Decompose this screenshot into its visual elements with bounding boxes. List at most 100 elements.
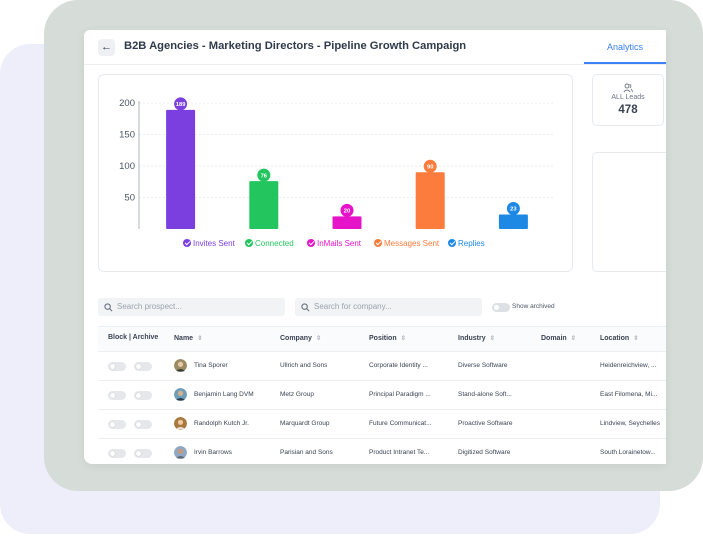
page-title: B2B Agencies - Marketing Directors - Pip… <box>124 40 467 52</box>
legend-item[interactable]: Connected <box>245 239 294 248</box>
y-tick-label: 200 <box>119 98 135 109</box>
back-button[interactable]: ← <box>98 39 115 56</box>
row-industry: Proactive Software <box>458 420 513 427</box>
block-toggle[interactable] <box>108 391 126 400</box>
legend-item[interactable]: Invites Sent <box>183 239 235 248</box>
avatar <box>174 359 187 372</box>
column-domain-label: Domain <box>541 335 567 342</box>
column-industry[interactable]: Industry ⇳ <box>458 334 495 342</box>
all-leads-label: ALL Leads <box>611 94 645 101</box>
y-tick-label: 50 <box>124 193 135 204</box>
avatar <box>174 417 187 430</box>
block-toggle[interactable] <box>108 449 126 458</box>
row-industry: Stand-alone Soft... <box>458 391 512 398</box>
row-company: Marquardt Group <box>280 420 330 427</box>
sort-icon: ⇳ <box>633 335 639 342</box>
legend-label: Messages Sent <box>384 239 440 248</box>
archive-toggle[interactable] <box>134 362 152 371</box>
check-circle-icon <box>374 239 382 247</box>
bar-value-badge <box>506 202 520 216</box>
column-company-label: Company <box>280 335 312 342</box>
sort-icon: ⇳ <box>315 335 322 342</box>
bar-inmails-sent <box>332 216 362 229</box>
check-circle-icon <box>307 239 315 247</box>
check-circle-icon <box>183 239 191 247</box>
legend-label: Invites Sent <box>193 239 235 248</box>
row-company: Metz Group <box>280 391 314 398</box>
column-location[interactable]: Location ⇳ <box>600 334 639 342</box>
bar-value-label: 90 <box>427 165 433 171</box>
bar-value-label: 23 <box>510 207 517 213</box>
search-prospect-input[interactable]: Search prospect... <box>98 298 285 316</box>
block-toggle[interactable] <box>108 362 126 371</box>
users-icon <box>623 83 633 93</box>
bar-value-badge <box>257 168 271 182</box>
column-block-archive: Block | Archive <box>108 334 159 341</box>
bar-messages-sent <box>415 172 445 229</box>
column-industry-label: Industry <box>458 335 486 342</box>
arrow-left-icon: ← <box>101 41 112 53</box>
table-row[interactable]: Irvin Barrows Parisian and Sons Product … <box>98 439 666 464</box>
legend-item[interactable]: Messages Sent <box>374 239 439 248</box>
column-company[interactable]: Company ⇳ <box>280 334 321 342</box>
archive-toggle[interactable] <box>134 391 152 400</box>
sort-icon: ⇳ <box>400 335 407 342</box>
sort-icon: ⇳ <box>197 335 203 342</box>
show-archived-toggle[interactable] <box>492 303 510 312</box>
legend-item[interactable]: Replies <box>448 239 485 248</box>
legend-label: InMails Sent <box>317 239 362 248</box>
page-header: ← B2B Agencies - Marketing Directors - P… <box>84 30 666 65</box>
tab-analytics[interactable]: Analytics <box>584 30 666 64</box>
search-company-placeholder: Search for company... <box>314 302 392 311</box>
row-position: Principal Paradigm ... <box>369 391 431 398</box>
bar-connected <box>249 181 279 229</box>
avatar <box>174 446 187 459</box>
row-position: Future Communicat... <box>369 420 432 427</box>
bar-replies <box>498 214 528 229</box>
row-company: Ullrich and Sons <box>280 362 328 369</box>
sort-icon: ⇳ <box>570 335 577 342</box>
all-leads-value: 478 <box>618 104 638 116</box>
table-row[interactable]: Randolph Kutch Jr. Marquardt Group Futur… <box>98 410 666 439</box>
legend-label: Connected <box>255 239 294 248</box>
search-company-input[interactable]: Search for company... <box>295 298 482 316</box>
legend-item[interactable]: InMails Sent <box>307 239 361 248</box>
y-tick-label: 150 <box>119 130 135 141</box>
column-name[interactable]: Name ⇳ <box>174 334 203 342</box>
search-prospect-placeholder: Search prospect... <box>117 302 182 311</box>
prospects-table: Block | Archive Name ⇳ Company ⇳ Position ⇳… <box>98 326 666 464</box>
secondary-stats-card <box>592 152 666 272</box>
row-location: Lindview, Seychelles <box>600 420 660 427</box>
table-header: Block | Archive Name ⇳ Company ⇳ Position ⇳… <box>98 326 666 352</box>
check-circle-icon <box>245 239 253 247</box>
bar-value-label: 20 <box>344 209 350 215</box>
search-icon <box>301 303 310 312</box>
all-leads-card: ALL Leads 478 <box>592 74 664 126</box>
column-name-label: Name <box>174 335 194 342</box>
column-position-label: Position <box>369 335 397 342</box>
check-circle-icon <box>448 239 456 247</box>
table-row[interactable]: Tina Sporer Ullrich and Sons Corporate I… <box>98 352 666 381</box>
app-window: ← B2B Agencies - Marketing Directors - P… <box>84 30 666 464</box>
archive-toggle[interactable] <box>134 420 152 429</box>
table-row[interactable]: Benjamin Lang DVM Metz Group Principal P… <box>98 381 666 410</box>
column-position[interactable]: Position ⇳ <box>369 334 406 342</box>
block-toggle[interactable] <box>108 420 126 429</box>
column-domain[interactable]: Domain ⇳ <box>541 334 576 342</box>
row-position: Product Intranet Te... <box>369 449 430 456</box>
row-location: Heidenreichview, ... <box>600 362 657 369</box>
sort-icon: ⇳ <box>489 335 496 342</box>
legend-label: Replies <box>458 239 485 248</box>
row-name: Benjamin Lang DVM <box>194 391 254 398</box>
archive-toggle[interactable] <box>134 449 152 458</box>
row-position: Corporate Identity ... <box>369 362 428 369</box>
show-archived-label: Show archived <box>512 303 555 310</box>
bar-value-badge <box>423 159 437 173</box>
bar-invites-sent <box>166 109 196 229</box>
chart-card: 50 100 150 200 189 76 20 90 23 Invites Sent Conne… <box>98 74 573 272</box>
row-name: Tina Sporer <box>194 362 228 369</box>
row-location: South Lorainetow... <box>600 449 656 456</box>
row-location: East Filomena, Mi... <box>600 391 658 398</box>
bar-value-label: 189 <box>176 102 186 108</box>
row-industry: Digitized Software <box>458 449 511 456</box>
